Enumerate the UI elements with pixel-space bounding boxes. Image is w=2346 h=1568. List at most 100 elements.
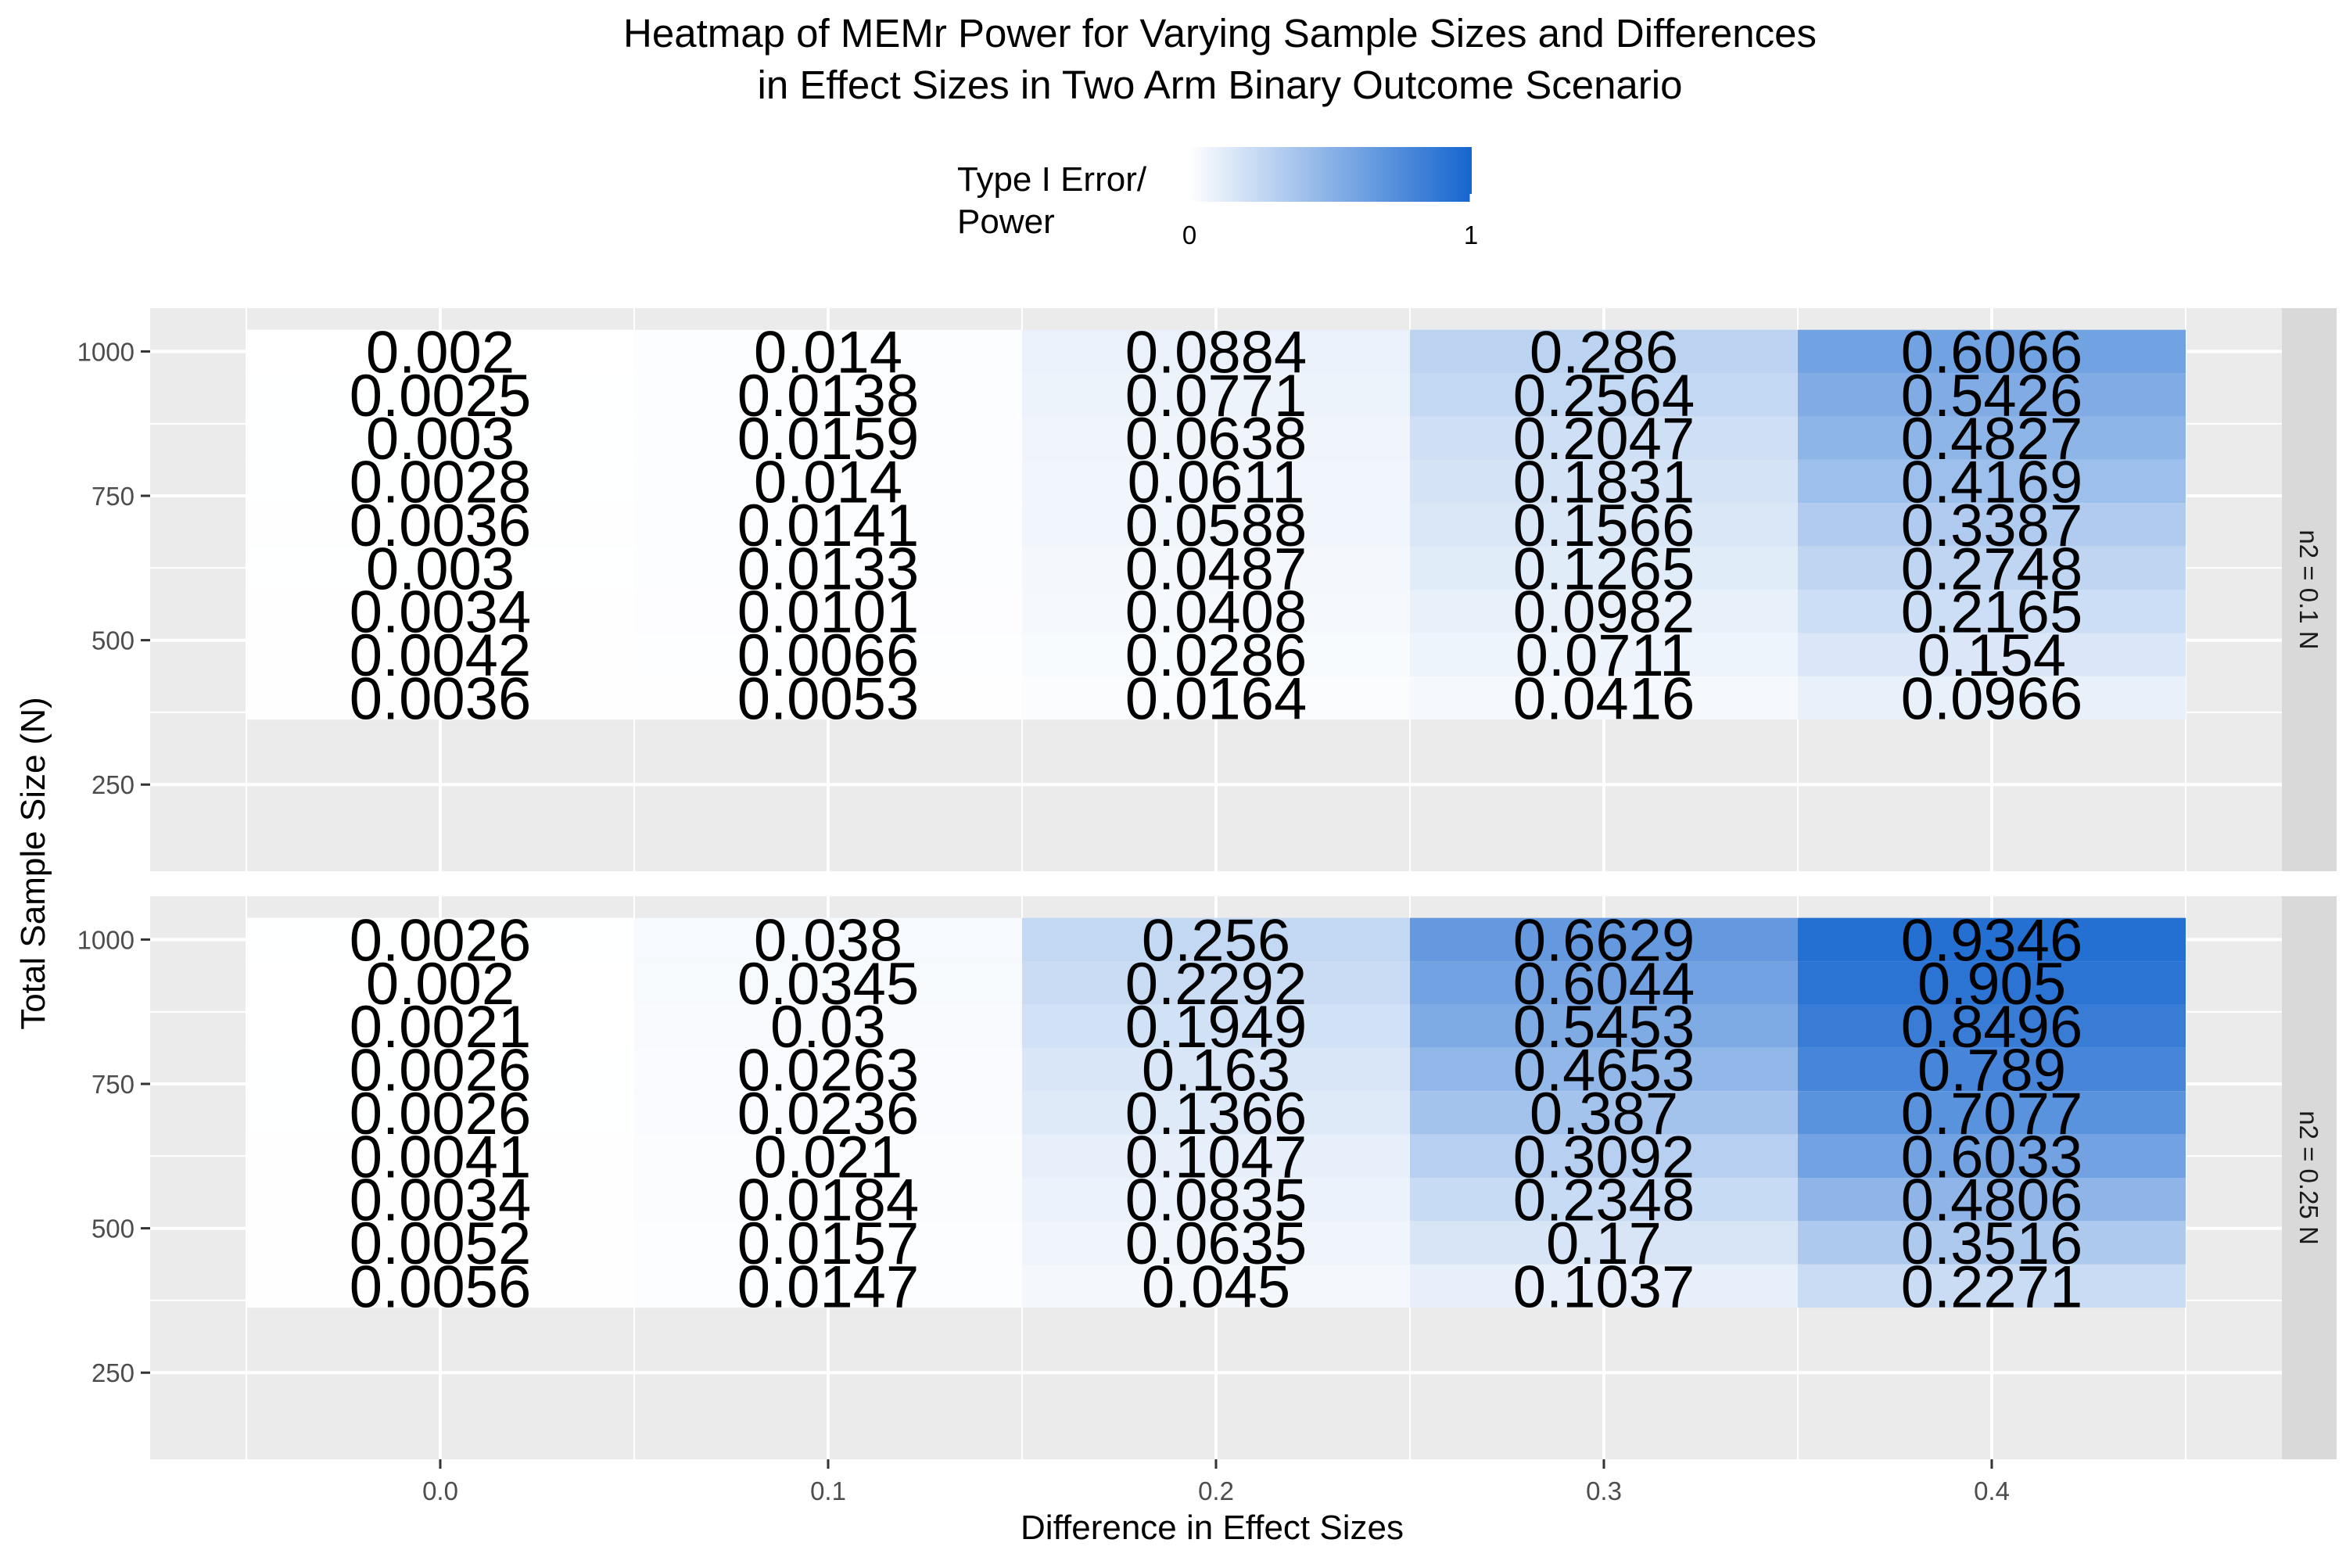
x-tick-label: 0.1 (810, 1477, 846, 1505)
chart-title-line-2: in Effect Sizes in Two Arm Binary Outcom… (758, 63, 1683, 107)
cell-value-label: 0.0042 (350, 623, 531, 689)
heatmap-cell (246, 459, 634, 504)
heatmap-cell (634, 1091, 1022, 1135)
heatmap-cell (1022, 373, 1410, 417)
heatmap-cell (634, 1221, 1022, 1265)
y-tick-label: 750 (91, 482, 135, 511)
cell-value-label: 0.002 (366, 951, 515, 1017)
heatmap-cell (634, 633, 1022, 676)
cell-value-label: 0.0052 (350, 1211, 531, 1277)
cell-value-label: 0.0056 (350, 1254, 531, 1320)
heatmap-cell (1022, 1134, 1410, 1178)
cell-value-label: 0.0711 (1516, 623, 1693, 689)
cell-value-label: 0.0638 (1125, 406, 1307, 472)
cell-value-label: 0.021 (754, 1124, 902, 1190)
cell-value-label: 0.0884 (1125, 319, 1307, 386)
heatmap-cell (1798, 1264, 2186, 1308)
heatmap-cell (1798, 633, 2186, 676)
heatmap-cell (246, 416, 634, 460)
cell-value-label: 0.5426 (1901, 363, 2082, 429)
cell-value-label: 0.0487 (1125, 536, 1307, 602)
heatmap-cell (246, 961, 634, 1005)
heatmap-cell (634, 1178, 1022, 1222)
cell-value-label: 0.0147 (737, 1254, 919, 1320)
heatmap-cell (1022, 676, 1410, 720)
cell-value-label: 0.0034 (350, 579, 531, 646)
heatmap-cell (246, 917, 634, 962)
legend-title-line-2: Power (957, 203, 1055, 241)
heatmap-cell (246, 329, 634, 374)
cell-value-label: 0.014 (754, 450, 902, 516)
heatmap-cell (1798, 416, 2186, 460)
x-axis-title: Difference in Effect Sizes (1021, 1509, 1404, 1547)
cell-value-label: 0.5453 (1513, 994, 1695, 1060)
cell-value-label: 0.0034 (350, 1168, 531, 1234)
cell-value-label: 0.286 (1530, 319, 1678, 386)
cell-value-label: 0.2564 (1513, 363, 1695, 429)
cell-value-label: 0.0066 (737, 623, 919, 689)
heatmap-cell (1410, 1178, 1798, 1222)
cell-value-label: 0.0588 (1125, 493, 1307, 559)
cell-value-label: 0.0966 (1901, 666, 2082, 732)
heatmap-cell (1022, 546, 1410, 590)
chart-title-line-1: Heatmap of MEMr Power for Varying Sample… (623, 11, 1817, 56)
heatmap-cell (634, 917, 1022, 962)
cell-value-label: 0.1366 (1125, 1081, 1307, 1147)
cell-value-label: 0.0263 (737, 1038, 919, 1104)
cell-value-label: 0.1037 (1513, 1254, 1695, 1320)
heatmap-cell (634, 1047, 1022, 1092)
heatmap-cell (246, 546, 634, 590)
heatmap-cell (1022, 961, 1410, 1005)
cell-value-label: 0.0138 (737, 363, 919, 429)
heatmap-cell (634, 1004, 1022, 1048)
heatmap-cell (1410, 1264, 1798, 1308)
cell-value-label: 0.0021 (350, 994, 531, 1060)
heatmap-cell (1798, 917, 2186, 962)
cell-value-label: 0.0416 (1513, 666, 1695, 732)
cell-value-label: 0.0157 (737, 1211, 919, 1277)
cell-value-label: 0.2165 (1901, 579, 2082, 646)
facet-strip (2282, 896, 2337, 1459)
cell-value-label: 0.387 (1530, 1081, 1678, 1147)
x-tick-label: 0.2 (1198, 1477, 1234, 1505)
heatmap-cell (634, 676, 1022, 720)
heatmap-cell (1410, 1221, 1798, 1265)
cell-value-label: 0.0133 (737, 536, 919, 602)
panel-2: 250 500 750 1000 0.0026 0.038 0.256 0.6629 0.934… (77, 896, 2337, 1459)
heatmap-cell (1410, 1004, 1798, 1048)
cell-value-label: 0.2271 (1901, 1254, 2082, 1320)
x-tick-label: 0.4 (1974, 1477, 2010, 1505)
cell-value-label: 0.1831 (1513, 450, 1695, 516)
cell-value-label: 0.163 (1142, 1038, 1290, 1104)
cell-value-label: 0.4806 (1901, 1168, 2082, 1234)
cell-value-label: 0.789 (1917, 1038, 2066, 1104)
cell-value-label: 0.6629 (1513, 907, 1695, 974)
heatmap-cell (1410, 416, 1798, 460)
cell-value-label: 0.0025 (350, 363, 531, 429)
heatmap-cell (634, 1134, 1022, 1178)
cell-value-label: 0.0036 (350, 493, 531, 559)
cell-value-label: 0.0053 (737, 666, 919, 732)
heatmap-cell (634, 416, 1022, 460)
y-tick-label: 750 (91, 1070, 135, 1099)
heatmap-cell (1022, 1047, 1410, 1092)
cell-value-label: 0.6044 (1513, 951, 1695, 1017)
legend-title-line-1: Type I Error/ (957, 160, 1147, 199)
cell-value-label: 0.002 (366, 319, 515, 386)
heatmap-cell (1798, 1178, 2186, 1222)
heatmap-cell (1022, 917, 1410, 962)
y-tick-label: 500 (91, 1215, 135, 1243)
heatmap-cell (1022, 1264, 1410, 1308)
cell-value-label: 0.6033 (1901, 1124, 2082, 1190)
heatmap-cell (1798, 676, 2186, 720)
heatmap-cell (246, 676, 634, 720)
cell-value-label: 0.0026 (350, 907, 531, 974)
heatmap-cell (1410, 373, 1798, 417)
x-tick-label: 0.3 (1586, 1477, 1622, 1505)
facet-strip (2282, 308, 2337, 871)
cell-value-label: 0.4653 (1513, 1038, 1695, 1104)
heatmap-cell (1410, 1047, 1798, 1092)
heatmap-cell (1022, 416, 1410, 460)
cell-value-label: 0.8496 (1901, 994, 2082, 1060)
heatmap-cell (1022, 590, 1410, 633)
